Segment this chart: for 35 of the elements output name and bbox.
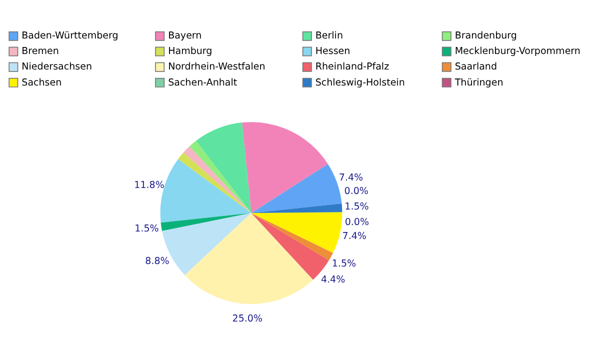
legend-label: Sachen-Anhalt [168,77,238,88]
pie-slice [242,122,328,214]
pie-slice [196,122,252,214]
pie-slice [251,212,342,253]
legend-label: Niedersachsen [22,62,92,73]
pie-slice [184,213,314,304]
legend-label: Brandenburg [454,30,517,42]
legend-label: Rheinland-Pfalz [315,62,390,73]
pie-slice [160,213,252,232]
legend-label: Bremen [22,46,59,58]
legend-label: Baden-Württemberg [22,30,118,42]
legend-label: Sachsen [22,77,62,88]
data-label: 1.5% [344,202,369,213]
legend-label: Hamburg [168,46,212,58]
legend-label: Mecklenburg-Vorpommern [454,46,580,58]
data-label: 25.0% [232,313,263,324]
data-label: 7.4% [338,172,364,184]
data-label: 1.5% [134,224,159,235]
pie-slice [251,204,342,214]
legend-label: Nordrhein-Westfalen [168,62,266,73]
data-label: 4.4% [320,274,346,286]
pie-slice [189,140,252,214]
data-label: 8.8% [145,256,170,267]
data-label: 1.5% [332,258,356,270]
legend-label: Saarland [454,62,498,73]
legend-label: Schleswig-Holstein [315,77,405,88]
legend-label: Hessen [315,46,350,58]
data-label: 11.8% [134,180,164,191]
text: 0.0% [344,186,368,198]
text: 0.0% [344,216,370,228]
legend-label: Bayern [168,30,202,42]
legend-label: Thüringen [454,77,504,88]
pie-slice [251,213,334,260]
data-label: 7.4% [342,230,366,242]
legend-label: Berlin [315,30,343,42]
